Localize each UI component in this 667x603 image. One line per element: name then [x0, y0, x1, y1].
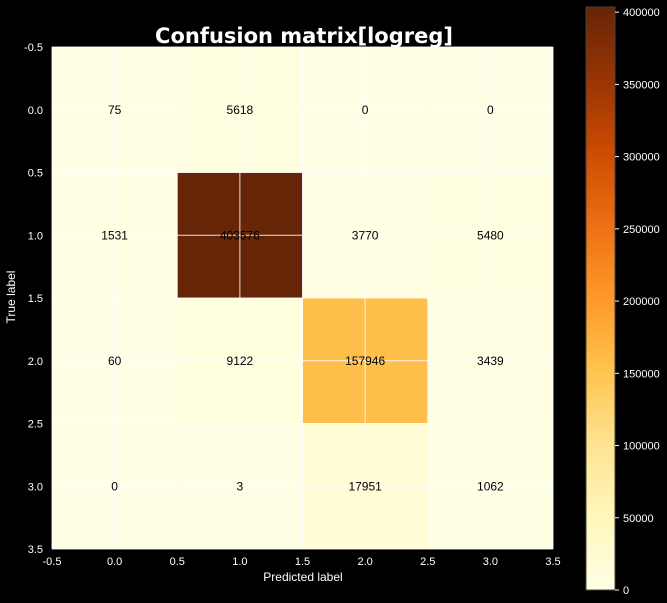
cell-label-1-2: 3770 [352, 228, 379, 242]
x-tick-label-2: 0.5 [170, 556, 185, 568]
y-tick-label-8: 3.5 [28, 544, 43, 556]
cell-label-3-0: 0 [111, 479, 118, 493]
cell-label-2-2: 157946 [345, 354, 385, 368]
x-tick-label-7: 3.0 [483, 556, 498, 568]
colorbar-tick-label-2: 100000 [623, 441, 660, 453]
grid-lines [51, 46, 554, 550]
cell-label-3-3: 1062 [477, 479, 504, 493]
x-axis-ticks: -0.5 0.0 0.5 1.0 1.5 2.0 2.5 3.0 3.5 [43, 556, 561, 568]
colorbar-gradient [585, 6, 616, 591]
cell-label-0-2: 0 [362, 103, 369, 117]
x-tick-label-0: -0.5 [43, 556, 62, 568]
cell-label-0-3: 0 [487, 103, 494, 117]
x-tick-label-3: 1.0 [232, 556, 247, 568]
colorbar-tick-label-7: 350000 [623, 79, 660, 91]
y-tick-label-0: -0.5 [24, 42, 43, 54]
colorbar-ticks: 0 50000 100000 150000 200000 250000 300000 3500… [615, 7, 660, 597]
cell-label-3-1: 3 [237, 479, 244, 493]
x-tick-label-8: 3.5 [545, 556, 560, 568]
cell-label-2-0: 60 [108, 354, 122, 368]
colorbar: 0 50000 100000 150000 200000 250000 300000 3500… [585, 6, 660, 597]
cell-label-1-1: 403576 [220, 228, 260, 242]
cell-label-0-0: 75 [108, 103, 122, 117]
cell-label-1-0: 1531 [101, 228, 128, 242]
cell-value-labels: 75 5618 0 0 1531 403576 3770 5480 60 9122 157946 34… [101, 103, 504, 494]
chart-title: Confusion matrix[logreg] [155, 24, 453, 48]
cell-label-0-1: 5618 [227, 103, 254, 117]
cell-label-1-3: 5480 [477, 228, 504, 242]
y-axis-ticks: -0.5 0.0 0.5 1.0 1.5 2.0 2.5 3.0 3.5 [24, 42, 43, 556]
cell-label-3-2: 17951 [348, 479, 382, 493]
x-tick-label-1: 0.0 [107, 556, 122, 568]
y-tick-label-4: 1.5 [28, 293, 43, 305]
y-axis-label: True label [4, 271, 18, 324]
cell-label-2-3: 3439 [477, 354, 504, 368]
x-tick-label-5: 2.0 [357, 556, 372, 568]
x-tick-label-6: 2.5 [420, 556, 435, 568]
y-tick-label-2: 0.5 [28, 168, 43, 180]
y-tick-label-5: 2.0 [28, 356, 43, 368]
x-axis-label: Predicted label [263, 570, 342, 584]
y-tick-label-6: 2.5 [28, 419, 43, 431]
colorbar-tick-label-3: 150000 [623, 368, 660, 380]
colorbar-tick-label-0: 0 [623, 585, 629, 597]
y-tick-label-7: 3.0 [28, 481, 43, 493]
cell-label-2-1: 9122 [227, 354, 254, 368]
colorbar-tick-label-8: 400000 [623, 7, 660, 19]
colorbar-tick-label-4: 200000 [623, 296, 660, 308]
colorbar-tick-label-1: 50000 [623, 513, 654, 525]
colorbar-tick-label-6: 300000 [623, 152, 660, 164]
y-tick-label-3: 1.0 [28, 230, 43, 242]
x-tick-label-4: 1.5 [295, 556, 310, 568]
y-tick-label-1: 0.0 [28, 105, 43, 117]
colorbar-tick-label-5: 250000 [623, 224, 660, 236]
